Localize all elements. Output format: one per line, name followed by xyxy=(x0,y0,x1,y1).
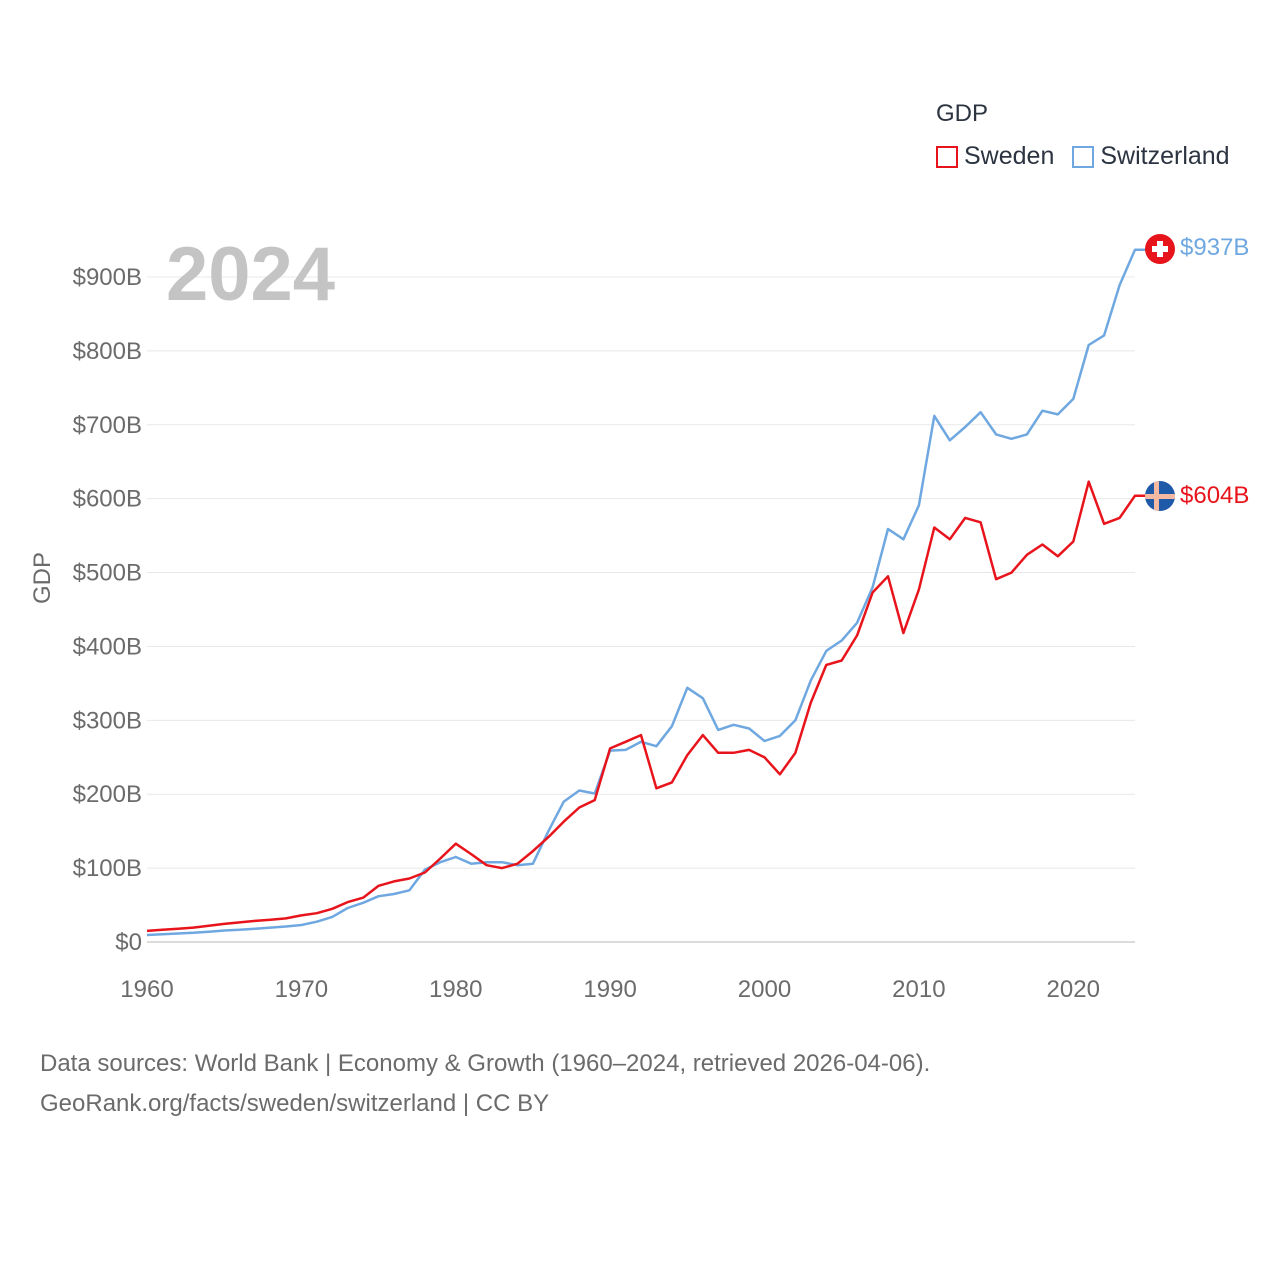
switzerland-flag-icon xyxy=(1145,234,1175,264)
x-tick-label: 2020 xyxy=(1047,976,1100,1003)
y-tick-label: $500B xyxy=(73,560,142,587)
y-tick-label: $300B xyxy=(73,707,142,734)
legend-title: GDP xyxy=(936,100,989,127)
y-tick-label: $400B xyxy=(73,633,142,660)
y-tick-label: $800B xyxy=(73,338,142,365)
y-tick-label: $200B xyxy=(73,781,142,808)
switzerland-swatch xyxy=(1072,145,1095,168)
legend-item-switzerland[interactable]: Switzerland xyxy=(1072,142,1230,171)
x-tick-label: 1960 xyxy=(120,976,173,1003)
legend-label-switzerland: Switzerland xyxy=(1100,142,1230,170)
x-tick-label: 2000 xyxy=(738,976,791,1003)
x-tick-label: 1970 xyxy=(275,976,328,1003)
x-tick-label: 2010 xyxy=(892,976,945,1003)
footer-attribution[interactable]: GeoRank.org/facts/sweden/switzerland | C… xyxy=(40,1090,550,1117)
x-tick-label: 1990 xyxy=(583,976,636,1003)
switzerland-end-label: $937B xyxy=(1180,234,1249,261)
sweden-flag-icon xyxy=(1145,481,1175,511)
y-tick-label: $0 xyxy=(115,929,142,956)
series-line-switzerland[interactable] xyxy=(146,248,1146,937)
series-line-sweden[interactable] xyxy=(146,480,1146,933)
legend-label-sweden: Sweden xyxy=(964,142,1055,170)
sweden-swatch xyxy=(936,145,958,168)
legend-item-sweden[interactable]: Sweden xyxy=(936,142,1054,171)
sweden-end-label: $604B xyxy=(1180,482,1249,509)
footer-sources: Data sources: World Bank | Economy & Gro… xyxy=(40,1050,931,1077)
legend: Sweden Switzerland xyxy=(936,142,1248,171)
y-tick-label: $600B xyxy=(73,486,142,513)
x-tick-label: 1980 xyxy=(429,976,482,1003)
y-tick-label: $100B xyxy=(73,855,142,882)
y-tick-label: $900B xyxy=(73,264,142,291)
y-tick-label: $700B xyxy=(73,412,142,439)
year-label: 2024 xyxy=(166,232,335,317)
footer: Data sources: World Bank | Economy & Gro… xyxy=(40,1044,930,1124)
y-axis-label: GDP xyxy=(29,552,56,604)
